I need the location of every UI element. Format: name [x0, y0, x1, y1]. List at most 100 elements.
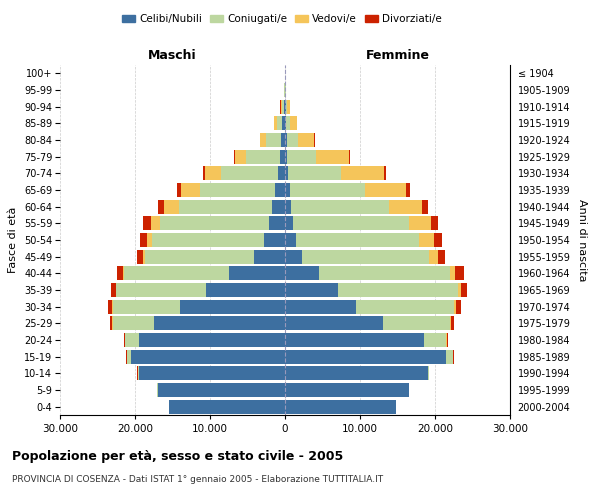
Bar: [124, 266, 229, 280]
Bar: [450, 316, 451, 330]
Bar: [290, 116, 296, 130]
Bar: [384, 166, 386, 180]
Bar: [280, 150, 285, 164]
Bar: [179, 200, 272, 214]
Bar: [283, 116, 285, 130]
Bar: [277, 166, 285, 180]
Text: Popolazione per età, sesso e stato civile - 2005: Popolazione per età, sesso e stato civil…: [12, 450, 343, 463]
Bar: [285, 283, 337, 297]
Bar: [285, 150, 287, 164]
Bar: [160, 216, 269, 230]
Bar: [266, 133, 281, 147]
Bar: [139, 366, 285, 380]
Bar: [293, 216, 409, 230]
Bar: [180, 300, 285, 314]
Bar: [140, 233, 147, 247]
Bar: [110, 316, 112, 330]
Bar: [434, 233, 442, 247]
Bar: [143, 216, 151, 230]
Bar: [285, 333, 424, 347]
Bar: [145, 250, 254, 264]
Bar: [143, 250, 145, 264]
Bar: [287, 100, 290, 114]
Bar: [116, 283, 206, 297]
Bar: [235, 150, 246, 164]
Bar: [365, 183, 406, 197]
Bar: [151, 233, 264, 247]
Bar: [131, 350, 285, 364]
Bar: [438, 250, 445, 264]
Bar: [177, 183, 181, 197]
Bar: [139, 333, 285, 347]
Bar: [285, 100, 286, 114]
Bar: [302, 250, 429, 264]
Bar: [260, 133, 266, 147]
Bar: [285, 400, 396, 414]
Bar: [296, 233, 419, 247]
Bar: [429, 250, 438, 264]
Bar: [125, 333, 139, 347]
Bar: [285, 116, 286, 130]
Bar: [285, 166, 288, 180]
Bar: [199, 183, 275, 197]
Text: PROVINCIA DI COSENZA - Dati ISTAT 1° gennaio 2005 - Elaborazione TUTTITALIA.IT: PROVINCIA DI COSENZA - Dati ISTAT 1° gen…: [12, 475, 383, 484]
Bar: [181, 183, 199, 197]
Bar: [157, 383, 285, 397]
Bar: [446, 333, 447, 347]
Bar: [455, 266, 464, 280]
Bar: [137, 366, 139, 380]
Bar: [451, 316, 454, 330]
Bar: [122, 266, 124, 280]
Bar: [316, 150, 349, 164]
Bar: [450, 266, 455, 280]
Bar: [285, 366, 427, 380]
Bar: [287, 133, 298, 147]
Bar: [269, 216, 285, 230]
Bar: [169, 400, 285, 414]
Bar: [157, 200, 163, 214]
Bar: [406, 183, 409, 197]
Bar: [285, 316, 383, 330]
Bar: [409, 216, 431, 230]
Bar: [281, 100, 284, 114]
Bar: [277, 116, 283, 130]
Bar: [454, 300, 455, 314]
Bar: [286, 116, 290, 130]
Bar: [455, 300, 461, 314]
Legend: Celibi/Nubili, Coniugati/e, Vedovi/e, Divorziati/e: Celibi/Nubili, Coniugati/e, Vedovi/e, Di…: [118, 10, 446, 29]
Bar: [108, 300, 112, 314]
Bar: [285, 183, 290, 197]
Bar: [147, 233, 151, 247]
Bar: [281, 133, 285, 147]
Bar: [422, 200, 427, 214]
Bar: [288, 166, 341, 180]
Bar: [285, 200, 291, 214]
Bar: [229, 266, 285, 280]
Bar: [424, 333, 446, 347]
Text: Maschi: Maschi: [148, 48, 197, 62]
Bar: [447, 333, 448, 347]
Bar: [285, 266, 319, 280]
Bar: [461, 283, 467, 297]
Bar: [234, 150, 235, 164]
Bar: [419, 233, 434, 247]
Bar: [389, 200, 422, 214]
Bar: [285, 216, 293, 230]
Bar: [206, 283, 285, 297]
Bar: [205, 166, 221, 180]
Bar: [427, 366, 429, 380]
Bar: [285, 133, 287, 147]
Bar: [127, 350, 131, 364]
Bar: [291, 200, 389, 214]
Bar: [298, 133, 314, 147]
Bar: [113, 300, 180, 314]
Bar: [337, 283, 458, 297]
Bar: [203, 166, 205, 180]
Bar: [341, 166, 384, 180]
Bar: [154, 316, 285, 330]
Bar: [285, 383, 409, 397]
Bar: [286, 100, 287, 114]
Text: Femmine: Femmine: [365, 48, 430, 62]
Bar: [111, 283, 115, 297]
Bar: [446, 350, 453, 364]
